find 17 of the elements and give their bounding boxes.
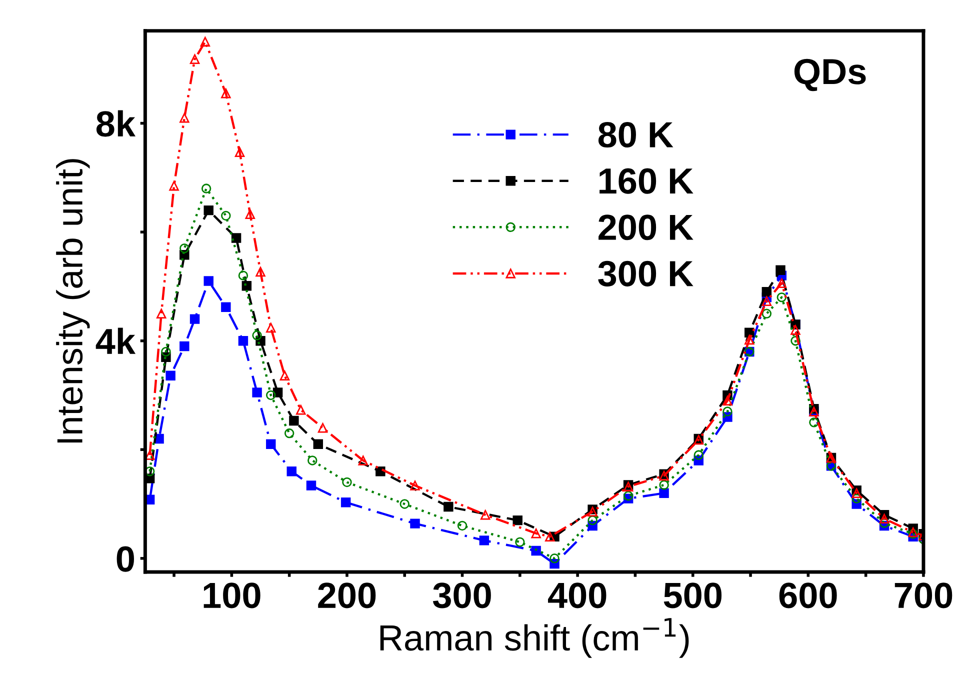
x-tick-label: 400 [548, 582, 606, 608]
legend-label: 300 K [598, 260, 694, 287]
y-tick-label: 0 [116, 546, 134, 572]
y-tick-label: 4k [96, 328, 136, 354]
y-axis-title: Intensity (arb unit) [56, 159, 90, 443]
x-tick-label: 300 [432, 582, 491, 608]
annotation: QDs [794, 58, 866, 92]
x-tick-label: 500 [664, 582, 722, 608]
x-tick-label: 200 [318, 582, 376, 608]
legend-label: 80 K [598, 122, 674, 148]
legend-label: 200 K [598, 214, 694, 240]
x-tick-label: 700 [894, 582, 952, 608]
x-tick-label: 100 [204, 582, 260, 608]
y-tick-label: 8k [96, 110, 136, 137]
x-axis-title: Raman shift (cm$^{−1}$) [380, 618, 689, 658]
x-tick-label: 600 [779, 582, 837, 608]
legend-label: 160 K [600, 168, 694, 194]
